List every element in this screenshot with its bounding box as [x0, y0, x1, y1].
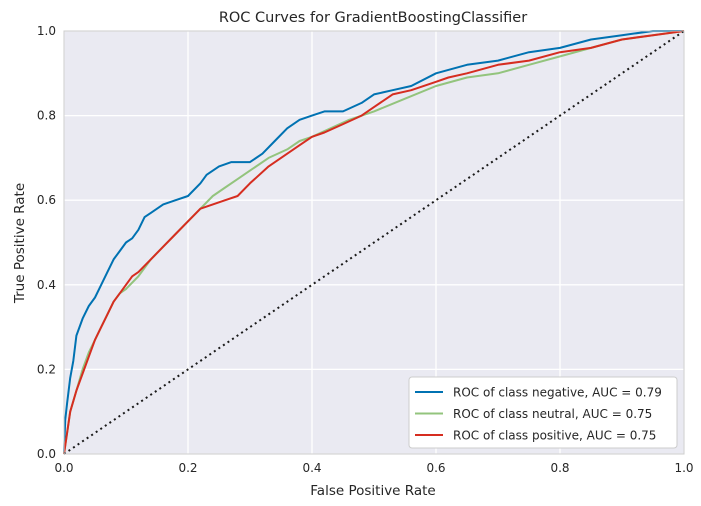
legend-entry: ROC of class negative, AUC = 0.79	[453, 386, 662, 400]
chart-title: ROC Curves for GradientBoostingClassifie…	[219, 10, 527, 26]
roc-line-negative	[63, 30, 684, 455]
y-tick-label: 0.0	[37, 447, 56, 461]
legend-entry: ROC of class neutral, AUC = 0.75	[453, 407, 652, 421]
y-tick-label: 0.6	[37, 193, 56, 207]
plot-frame	[63, 30, 685, 455]
x-tick-label: 0.4	[302, 461, 321, 475]
x-tick-label: 0.8	[550, 461, 569, 475]
legend-entry: ROC of class positive, AUC = 0.75	[453, 429, 656, 443]
y-axis-label: True Positive Rate	[12, 183, 28, 304]
x-tick-label: 0.6	[426, 461, 445, 475]
x-tick-label: 0.2	[178, 461, 197, 475]
legend-box	[408, 376, 678, 449]
roc-line-positive	[63, 30, 685, 455]
y-tick-label: 0.8	[37, 109, 56, 123]
x-axis-label: False Positive Rate	[310, 483, 435, 499]
x-tick-label: 0.0	[54, 461, 73, 475]
diagonal-reference-line	[63, 30, 685, 455]
y-tick-label: 0.2	[37, 362, 56, 376]
y-tick-label: 0.4	[37, 278, 56, 292]
y-tick-label: 1.0	[37, 24, 56, 38]
x-tick-label: 1.0	[674, 461, 693, 475]
